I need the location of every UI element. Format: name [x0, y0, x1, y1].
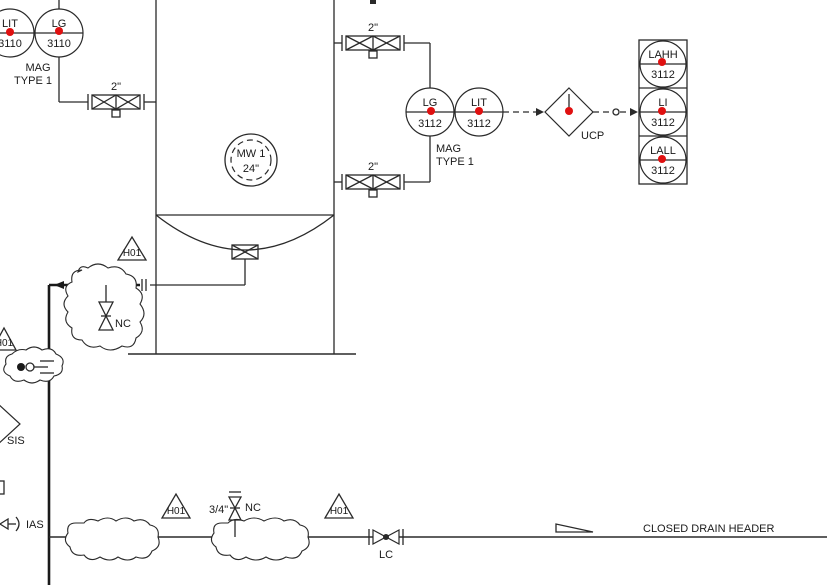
svg-text:LALL: LALL [650, 145, 676, 157]
instrument-li-3112[interactable]: LI 3112 [639, 88, 687, 136]
ucp-function-block[interactable]: UCP [544, 87, 604, 142]
svg-text:LIT: LIT [2, 18, 18, 30]
instrument-lall-3112[interactable]: LALL 3112 [639, 136, 687, 184]
marker-dot [658, 155, 666, 163]
heat-trace-cloud: NC [63, 263, 145, 351]
valve-size: 2" [368, 22, 378, 34]
mag-type-label: MAG [436, 143, 461, 155]
ias-connection[interactable]: IAS [0, 516, 44, 532]
heat-trace-cloud [3, 346, 64, 384]
instrument-lit-3110[interactable]: LIT 3110 [0, 8, 35, 58]
marker-dot [55, 27, 63, 35]
svg-text:LG: LG [52, 18, 67, 30]
svg-text:3112: 3112 [467, 118, 491, 130]
valve-2in-lower[interactable]: 2" [334, 136, 431, 198]
valve-2in-upper[interactable]: 2" [334, 22, 431, 88]
manway-label: MW 1 [237, 148, 266, 160]
valve-2in-left[interactable]: 2" [87, 81, 156, 118]
marker-dot [658, 58, 666, 66]
svg-text:3112: 3112 [651, 165, 675, 177]
heat-trace-cloud [210, 517, 310, 561]
svg-text:H01: H01 [123, 248, 142, 259]
valve-size: 2" [111, 81, 121, 93]
marker-dot [6, 28, 14, 36]
size-label: 3/4" [209, 504, 228, 516]
marker-dot [658, 107, 666, 115]
h01-tag: H01 [116, 235, 148, 261]
alarm-stack [638, 39, 688, 185]
instrument-lahh-3112[interactable]: LAHH 3112 [639, 40, 687, 88]
marker-dot [427, 107, 435, 115]
marker-dot [475, 107, 483, 115]
mag-type-label: TYPE 1 [436, 156, 474, 168]
valve-nc-3-4in[interactable]: 3/4" NC [209, 491, 261, 537]
sis-function-block[interactable]: SIS [0, 402, 25, 495]
svg-text:3110: 3110 [0, 38, 22, 50]
slope-indicator [555, 523, 594, 533]
svg-text:LIT: LIT [471, 97, 487, 109]
valve-lc[interactable]: LC [368, 528, 404, 561]
mag-type-label: MAG [25, 62, 50, 74]
mag-type-label: TYPE 1 [14, 75, 52, 87]
closed-drain-header-label: CLOSED DRAIN HEADER [643, 523, 774, 535]
svg-text:3112: 3112 [651, 69, 675, 81]
vessel [128, 0, 376, 355]
h01-tag: H01 [160, 492, 192, 519]
manway: MW 1 24" [224, 133, 278, 187]
sis-label: SIS [7, 435, 25, 447]
svg-text:H01: H01 [0, 338, 14, 349]
svg-text:H01: H01 [167, 506, 186, 517]
svg-text:LG: LG [423, 97, 438, 109]
ias-label: IAS [26, 519, 44, 531]
drain-pipe [47, 281, 827, 585]
instrument-lg-3110[interactable]: LG 3110 [34, 8, 84, 58]
svg-text:LI: LI [658, 97, 667, 109]
svg-text:3110: 3110 [47, 38, 71, 50]
instrument-lit-3112[interactable]: LIT 3112 [454, 87, 504, 137]
heat-trace-cloud [64, 517, 160, 561]
lc-label: LC [379, 549, 393, 561]
nc-label: NC [115, 318, 131, 330]
svg-text:3112: 3112 [651, 117, 675, 129]
nc-label: NC [245, 502, 261, 514]
svg-text:3112: 3112 [418, 118, 442, 130]
h01-tag: H01 [323, 492, 355, 519]
svg-text:H01: H01 [330, 506, 349, 517]
instrument-lg-3112[interactable]: LG 3112 [405, 87, 455, 137]
manway-size: 24" [243, 163, 259, 175]
svg-text:LAHH: LAHH [648, 49, 677, 61]
valve-size: 2" [368, 161, 378, 173]
ucp-label: UCP [581, 130, 604, 142]
marker-dot [565, 107, 573, 115]
h01-tag: H01 [0, 326, 18, 351]
